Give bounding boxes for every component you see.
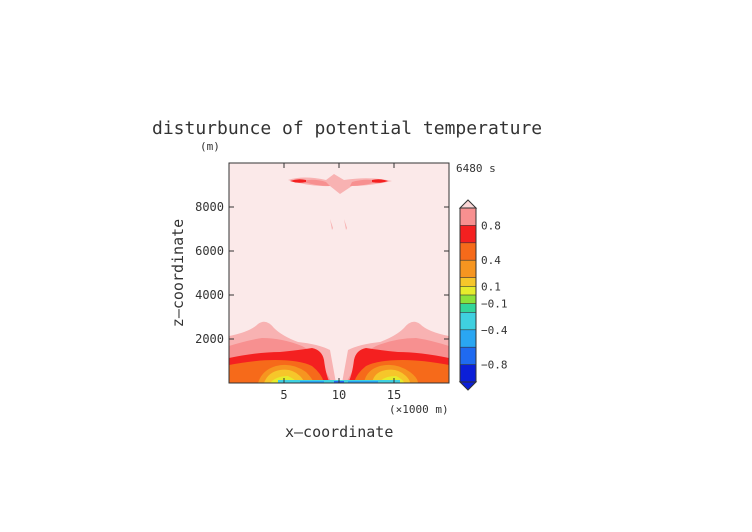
colorbar-band bbox=[460, 208, 476, 226]
colorbar-label: 0.4 bbox=[481, 254, 501, 267]
contour-field bbox=[229, 163, 449, 383]
colorbar-label: −0.4 bbox=[481, 324, 508, 337]
y-axis-label: z—coordinate bbox=[169, 219, 187, 327]
y-tick-label: 2000 bbox=[195, 332, 224, 346]
x-axis-label: x—coordinate bbox=[285, 423, 393, 441]
colorbar-label: 0.8 bbox=[481, 219, 501, 232]
colorbar-band bbox=[460, 286, 476, 295]
colorbar: 0.8 0.4 0.1 −0.1 −0.4 −0.8 bbox=[458, 199, 508, 391]
colorbar-band bbox=[460, 347, 476, 365]
x-unit-label: (×1000 m) bbox=[389, 403, 449, 416]
y-tick-label: 6000 bbox=[195, 244, 224, 258]
y-axis: 2000 4000 6000 8000 bbox=[195, 200, 449, 346]
colorbar-band bbox=[460, 242, 476, 261]
colorbar-label: −0.1 bbox=[481, 298, 508, 311]
plot-area: 5 10 15 2000 4000 6000 8000 bbox=[195, 162, 450, 402]
y-tick-label: 8000 bbox=[195, 200, 224, 214]
colorbar-band bbox=[460, 303, 476, 313]
colorbar-band bbox=[460, 364, 476, 382]
colorbar-band bbox=[460, 295, 476, 304]
x-axis: 5 10 15 bbox=[280, 163, 401, 402]
y-tick-label: 4000 bbox=[195, 288, 224, 302]
colorbar-band bbox=[460, 277, 476, 287]
x-tick-label: 15 bbox=[387, 388, 401, 402]
colorbar-extend-top bbox=[458, 199, 478, 209]
colorbar-band bbox=[460, 312, 476, 330]
colorbar-band bbox=[460, 329, 476, 348]
x-tick-label: 5 bbox=[280, 388, 287, 402]
colorbar-band bbox=[460, 225, 476, 243]
colorbar-label: 0.1 bbox=[481, 280, 501, 293]
colorbar-extend-bottom bbox=[458, 381, 478, 391]
colorbar-label: −0.8 bbox=[481, 359, 508, 372]
time-label: 6480 s bbox=[456, 162, 496, 175]
chart-title: disturbunce of potential temperature bbox=[152, 118, 542, 139]
x-tick-label: 10 bbox=[332, 388, 346, 402]
colorbar-band bbox=[460, 260, 476, 278]
y-unit-label: (m) bbox=[200, 140, 220, 153]
